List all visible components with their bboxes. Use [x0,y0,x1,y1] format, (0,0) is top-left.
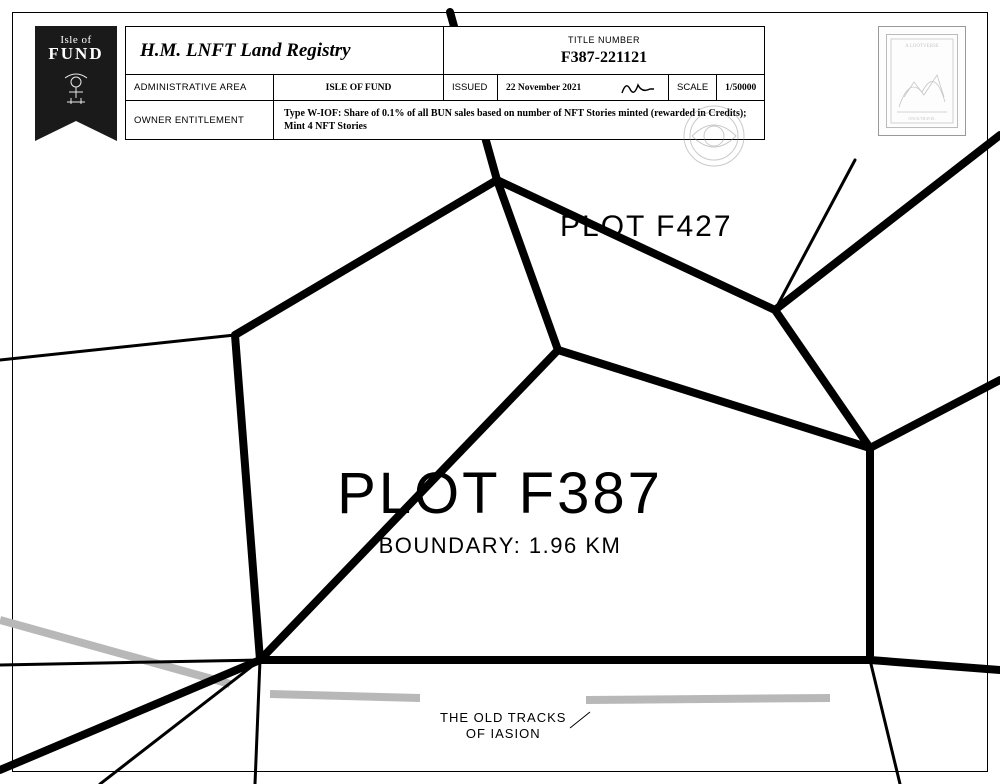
main-plot-boundary: BOUNDARY: 1.96 KM [0,533,1000,559]
seal-icon [682,104,746,168]
issued-label: ISSUED [444,75,498,100]
svg-text:ONCE/TRAVEL: ONCE/TRAVEL [908,116,936,121]
isle-badge: Isle of FUND [35,26,117,151]
main-plot-name: PLOT F387 [0,460,1000,527]
admin-area-label: ADMINISTRATIVE AREA [126,75,274,100]
registry-table: H.M. LNFT Land Registry TITLE NUMBER F38… [125,26,765,140]
postage-stamp: A LOOTVERSE ONCE/TRAVEL [878,26,966,136]
issued-date: 22 November 2021 [498,75,612,100]
scale-value: 1/50000 [717,75,764,100]
tracks-label: THE OLD TRACKS OF IASION [440,710,566,741]
title-number-cell: TITLE NUMBER F387-221121 [444,27,764,74]
svg-text:A LOOTVERSE: A LOOTVERSE [905,44,939,49]
main-plot-label: PLOT F387 BOUNDARY: 1.96 KM [0,460,1000,559]
scale-label: SCALE [669,75,717,100]
neighbor-plot-label: PLOT F427 [560,210,733,244]
tracks-line2: OF IASION [440,726,566,742]
owner-label: OWNER ENTITLEMENT [126,101,274,139]
registry-title: H.M. LNFT Land Registry [126,27,444,74]
signature [612,75,669,100]
tracks-line1: THE OLD TRACKS [440,710,566,726]
title-number-label: TITLE NUMBER [568,35,640,45]
title-number-value: F387-221121 [561,49,647,67]
admin-area-value: ISLE OF FUND [274,75,444,100]
badge-crest-icon [35,68,117,113]
stamp-art-icon: A LOOTVERSE ONCE/TRAVEL [886,34,958,128]
badge-line2: FUND [35,44,117,64]
